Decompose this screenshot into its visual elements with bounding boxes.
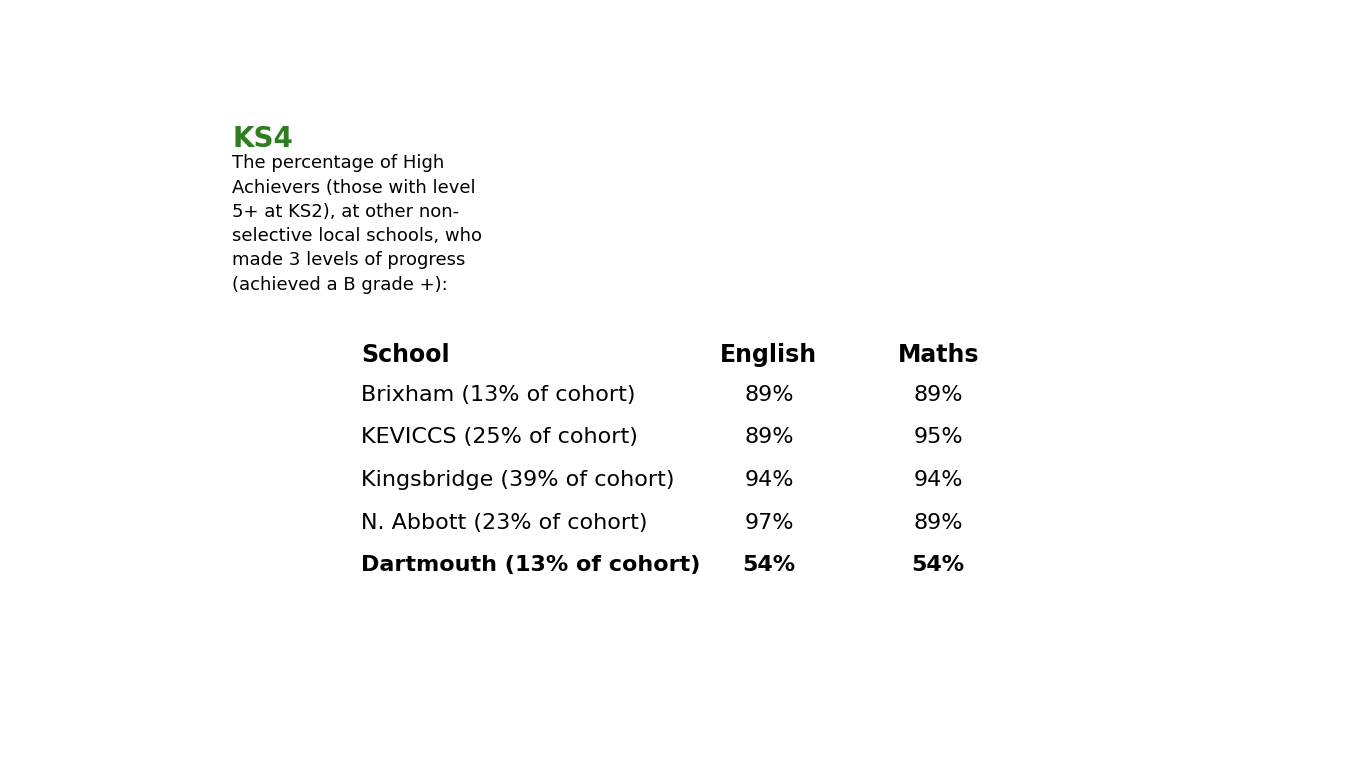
Text: 89%: 89% [744,428,794,448]
Text: 54%: 54% [742,555,795,575]
Text: 54%: 54% [911,555,964,575]
Text: 94%: 94% [744,470,794,490]
Text: 94%: 94% [914,470,963,490]
Text: 95%: 95% [914,428,963,448]
Text: 89%: 89% [744,385,794,405]
Text: Kingsbridge (39% of cohort): Kingsbridge (39% of cohort) [361,470,675,490]
Text: KEVICCS (25% of cohort): KEVICCS (25% of cohort) [361,428,638,448]
Text: N. Abbott (23% of cohort): N. Abbott (23% of cohort) [361,512,647,533]
Text: KS4: KS4 [232,124,294,153]
Text: School: School [361,343,449,368]
Text: 89%: 89% [914,385,963,405]
Text: 97%: 97% [744,512,794,533]
Text: Maths: Maths [897,343,979,368]
Text: The percentage of High
Achievers (those with level
5+ at KS2), at other non-
sel: The percentage of High Achievers (those … [232,154,482,293]
Text: 89%: 89% [914,512,963,533]
Text: Dartmouth (13% of cohort): Dartmouth (13% of cohort) [361,555,701,575]
Text: English: English [720,343,817,368]
Text: Brixham (13% of cohort): Brixham (13% of cohort) [361,385,635,405]
